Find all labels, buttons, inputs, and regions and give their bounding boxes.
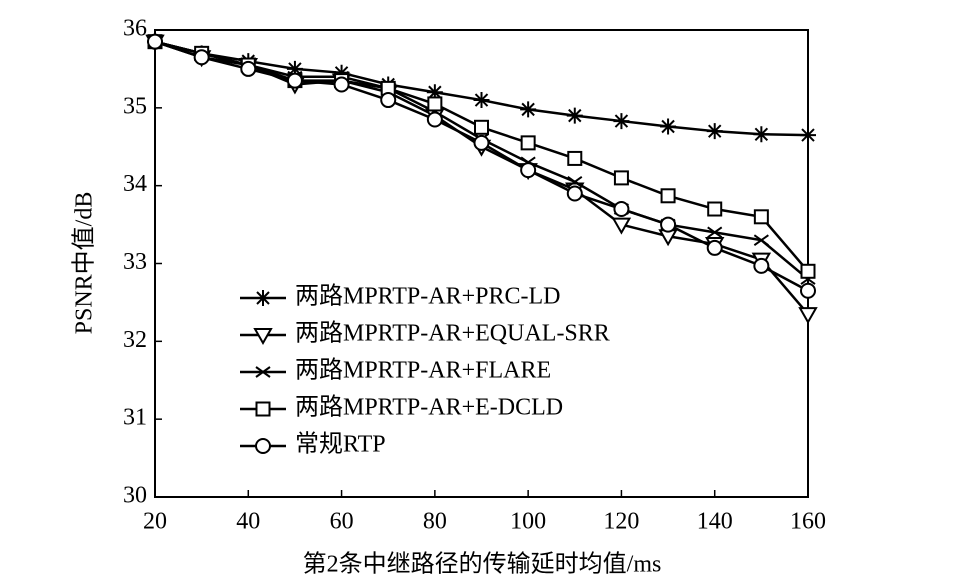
marker [520, 162, 537, 179]
legend-label: 两路MPRTP-AR+EQUAL-SRR [295, 320, 610, 347]
x-tick-label: 160 [790, 509, 826, 535]
marker [613, 113, 630, 130]
marker [255, 290, 271, 306]
y-tick-label: 31 [123, 405, 147, 431]
y-tick-label: 36 [123, 16, 147, 42]
marker [426, 84, 443, 101]
marker [613, 201, 630, 218]
x-tick-label: 20 [143, 509, 167, 535]
marker [660, 118, 677, 135]
marker [286, 60, 303, 77]
legend-label: 两路MPRTP-AR+E-DCLD [295, 394, 563, 421]
legend-label: 常规RTP [295, 431, 386, 458]
marker [473, 92, 490, 109]
marker [567, 150, 583, 166]
marker [611, 217, 632, 235]
marker [333, 76, 350, 93]
marker [427, 96, 443, 112]
marker [333, 64, 350, 81]
marker [798, 307, 818, 325]
marker [474, 119, 489, 135]
x-tick-label: 60 [330, 509, 354, 535]
marker [800, 127, 816, 144]
marker [567, 175, 583, 188]
marker [706, 239, 723, 256]
marker [800, 263, 816, 279]
x-tick-label: 80 [423, 509, 447, 535]
marker [706, 123, 723, 140]
marker [707, 201, 723, 217]
marker [753, 209, 769, 225]
series-line [154, 40, 809, 315]
marker [566, 107, 583, 124]
marker [800, 282, 816, 299]
marker [753, 126, 770, 143]
legend-label: 两路MPRTP-AR+FLARE [295, 357, 551, 384]
marker [473, 134, 490, 151]
marker [255, 438, 271, 454]
marker [753, 234, 769, 246]
marker [286, 72, 303, 89]
y-tick-label: 32 [123, 327, 147, 353]
x-tick-label: 120 [603, 509, 639, 535]
marker [753, 257, 770, 274]
marker [240, 60, 257, 77]
y-tick-label: 35 [123, 93, 147, 119]
marker [613, 170, 629, 186]
marker [660, 216, 677, 233]
marker [380, 92, 397, 109]
x-tick-label: 140 [697, 509, 733, 535]
x-tick-label: 40 [236, 509, 260, 535]
marker [147, 33, 163, 50]
y-tick-label: 30 [123, 483, 147, 509]
marker [520, 101, 537, 118]
marker [707, 226, 723, 239]
x-axis-label: 第2条中继路径的传输延时均值/ms [303, 551, 662, 578]
marker [255, 366, 271, 378]
y-axis-label: PSNR中值/dB [71, 192, 98, 335]
x-tick-label: 100 [510, 509, 546, 535]
y-tick-label: 33 [123, 249, 147, 275]
marker [253, 328, 273, 346]
y-tick-label: 34 [123, 171, 147, 197]
marker [660, 188, 676, 204]
marker [520, 135, 536, 151]
marker [566, 185, 583, 202]
marker [193, 49, 210, 66]
marker [426, 111, 443, 128]
marker [255, 401, 271, 417]
legend-label: 两路MPRTP-AR+PRC-LD [295, 283, 560, 310]
